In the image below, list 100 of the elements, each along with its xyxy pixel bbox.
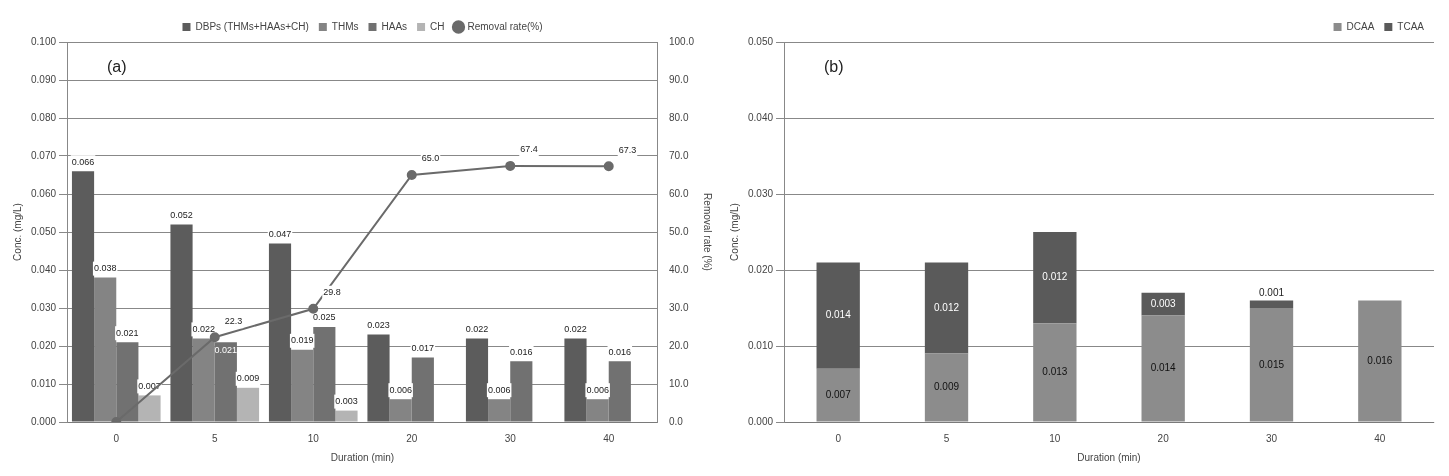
y-tick-label: 0.090: [30, 73, 57, 85]
x-tick-label: 10: [307, 432, 320, 444]
data-label: 0.012: [934, 301, 960, 313]
annotation: (b): [824, 58, 844, 76]
y2-tick-label: 0.0: [668, 415, 684, 427]
y-tick-label: 0.010: [30, 377, 57, 389]
data-label: 29.8: [323, 287, 341, 298]
point: [209, 332, 220, 343]
legend-label: DCAA: [1346, 20, 1375, 32]
y2-tick-label: 70.0: [668, 149, 689, 161]
y-tick-label: 0.030: [747, 187, 774, 199]
legend-label: THMs: [331, 20, 359, 32]
y2-tick-label: 60.0: [668, 187, 689, 199]
data-label: 67.3: [618, 144, 637, 155]
data-label: 67.4: [520, 144, 538, 155]
data-label: 0.052: [170, 209, 193, 220]
y-tick-label: 0.010: [747, 339, 774, 351]
data-label: 0.019: [290, 335, 314, 346]
data-label: 0.015: [1258, 358, 1285, 370]
data-label: 22.3: [224, 315, 243, 326]
data-label: 0.014: [1150, 362, 1177, 374]
data-label: 0.025: [313, 312, 336, 323]
y-tick-label: 0.020: [30, 339, 57, 351]
data-label: 0.016: [1367, 354, 1393, 366]
y-tick-label: 0.050: [747, 35, 774, 47]
y-tick-label: 0.100: [30, 35, 57, 47]
y2-axis-title: Removal rate (%): [702, 193, 714, 271]
data-label: 0.006: [389, 384, 412, 395]
data-label: 0.012: [1042, 271, 1068, 283]
bar: [367, 334, 390, 422]
y-tick-label: 0.080: [30, 111, 57, 123]
legend-label: HAAs: [381, 20, 408, 32]
bar: [313, 327, 336, 422]
bar: [510, 361, 533, 422]
y2-tick-label: 30.0: [668, 301, 689, 313]
point: [308, 303, 319, 314]
y2-tick-label: 100.0: [668, 35, 695, 47]
x-axis-title: Duration (min): [330, 451, 395, 463]
bar: [816, 262, 860, 369]
bar: [411, 357, 434, 422]
x-tick-label: 5: [211, 432, 218, 444]
x-tick-label: 40: [603, 432, 615, 444]
legend-label: TCAA: [1397, 20, 1425, 32]
bar: [335, 410, 358, 422]
y2-tick-label: 20.0: [668, 339, 689, 351]
y-tick-label: 0.070: [30, 149, 57, 161]
x-tick-label: 40: [1374, 432, 1386, 444]
data-label: 0.038: [93, 263, 117, 274]
bar: [71, 171, 95, 422]
x-tick-label: 10: [1049, 432, 1061, 444]
data-label: 0.047: [268, 228, 292, 239]
data-label: 0.014: [825, 309, 852, 321]
data-label: 0.001: [1258, 287, 1285, 299]
bar: [564, 338, 587, 422]
data-label: 0.009: [934, 381, 960, 393]
data-label: 0.003: [335, 396, 358, 407]
data-label: 0.006: [487, 384, 511, 395]
legend-label: DBPs (THMs+HAAs+CH): [195, 20, 309, 32]
y-tick-label: 0.040: [30, 263, 57, 275]
bar: [465, 338, 489, 422]
data-label: 0.022: [192, 323, 215, 334]
y-tick-label: 0.030: [30, 301, 57, 313]
x-tick-label: 0: [835, 432, 842, 444]
x-tick-label: 20: [406, 432, 418, 444]
y2-tick-label: 90.0: [668, 73, 689, 85]
data-label: 0.066: [71, 156, 95, 167]
bar: [1249, 300, 1294, 308]
data-label: 0.023: [367, 320, 390, 331]
bar: [138, 395, 161, 422]
legend-label: Removal rate(%): [467, 20, 543, 32]
data-label: 0.022: [465, 323, 489, 334]
x-tick-label: 30: [1265, 432, 1278, 444]
point: [406, 170, 417, 180]
bar: [1033, 232, 1077, 324]
data-label: 0.007: [825, 388, 852, 400]
y2-tick-label: 80.0: [668, 111, 689, 123]
y2-tick-label: 50.0: [668, 225, 689, 237]
data-label: 0.006: [586, 384, 609, 395]
data-label: 0.016: [510, 346, 533, 357]
annotation: (a): [107, 58, 127, 76]
y-tick-label: 0.060: [30, 187, 57, 199]
point: [603, 161, 614, 172]
y-tick-label: 0.000: [747, 415, 774, 427]
y2-tick-label: 10.0: [668, 377, 689, 389]
data-label: 0.021: [116, 327, 139, 338]
bar: [236, 387, 260, 422]
y-tick-label: 0.020: [747, 263, 774, 275]
x-tick-label: 0: [113, 432, 120, 444]
data-label: 0.003: [1150, 297, 1177, 309]
y-tick-label: 0.050: [30, 225, 57, 237]
legend-label: CH: [430, 20, 445, 32]
data-label: 0.022: [564, 323, 587, 334]
y2-tick-label: 40.0: [668, 263, 689, 275]
x-tick-label: 30: [504, 432, 517, 444]
x-tick-label: 20: [1157, 432, 1170, 444]
point: [505, 160, 516, 171]
data-label: 65.0: [421, 153, 440, 164]
bar: [268, 243, 292, 422]
bar: [608, 361, 631, 422]
y-axis-title: Conc. (mg/L): [11, 203, 23, 261]
